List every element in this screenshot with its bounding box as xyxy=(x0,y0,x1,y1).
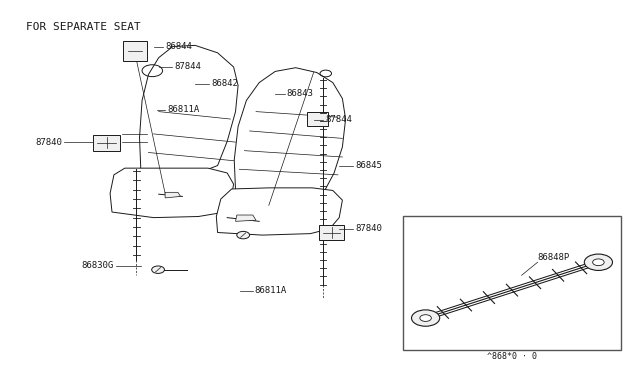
Text: 86811A: 86811A xyxy=(168,105,200,114)
Bar xyxy=(403,216,621,350)
Bar xyxy=(123,41,147,61)
Polygon shape xyxy=(216,188,342,235)
Text: ^868*0 · 0: ^868*0 · 0 xyxy=(487,352,537,361)
Polygon shape xyxy=(140,45,238,169)
Text: 87840: 87840 xyxy=(355,224,382,233)
Text: 87840: 87840 xyxy=(35,138,62,147)
Bar xyxy=(307,112,328,126)
Circle shape xyxy=(412,310,440,326)
Text: FOR SEPARATE SEAT: FOR SEPARATE SEAT xyxy=(26,22,140,32)
Text: 86843: 86843 xyxy=(287,89,314,98)
Circle shape xyxy=(420,315,431,321)
Bar xyxy=(319,225,344,240)
Text: 87844: 87844 xyxy=(325,115,352,124)
Text: 86845: 86845 xyxy=(355,161,382,170)
Text: 86848P: 86848P xyxy=(538,253,570,262)
Text: 86844: 86844 xyxy=(165,42,192,51)
Circle shape xyxy=(237,231,250,239)
Text: 86830G: 86830G xyxy=(82,262,114,270)
Text: 86842: 86842 xyxy=(211,79,238,88)
Bar xyxy=(93,135,120,151)
Circle shape xyxy=(584,254,612,270)
Polygon shape xyxy=(236,215,256,221)
Polygon shape xyxy=(234,68,346,190)
Text: 87844: 87844 xyxy=(174,62,201,71)
Polygon shape xyxy=(165,192,180,198)
Circle shape xyxy=(593,259,604,266)
Polygon shape xyxy=(110,168,234,218)
Text: 86811A: 86811A xyxy=(255,286,287,295)
Circle shape xyxy=(152,266,164,273)
